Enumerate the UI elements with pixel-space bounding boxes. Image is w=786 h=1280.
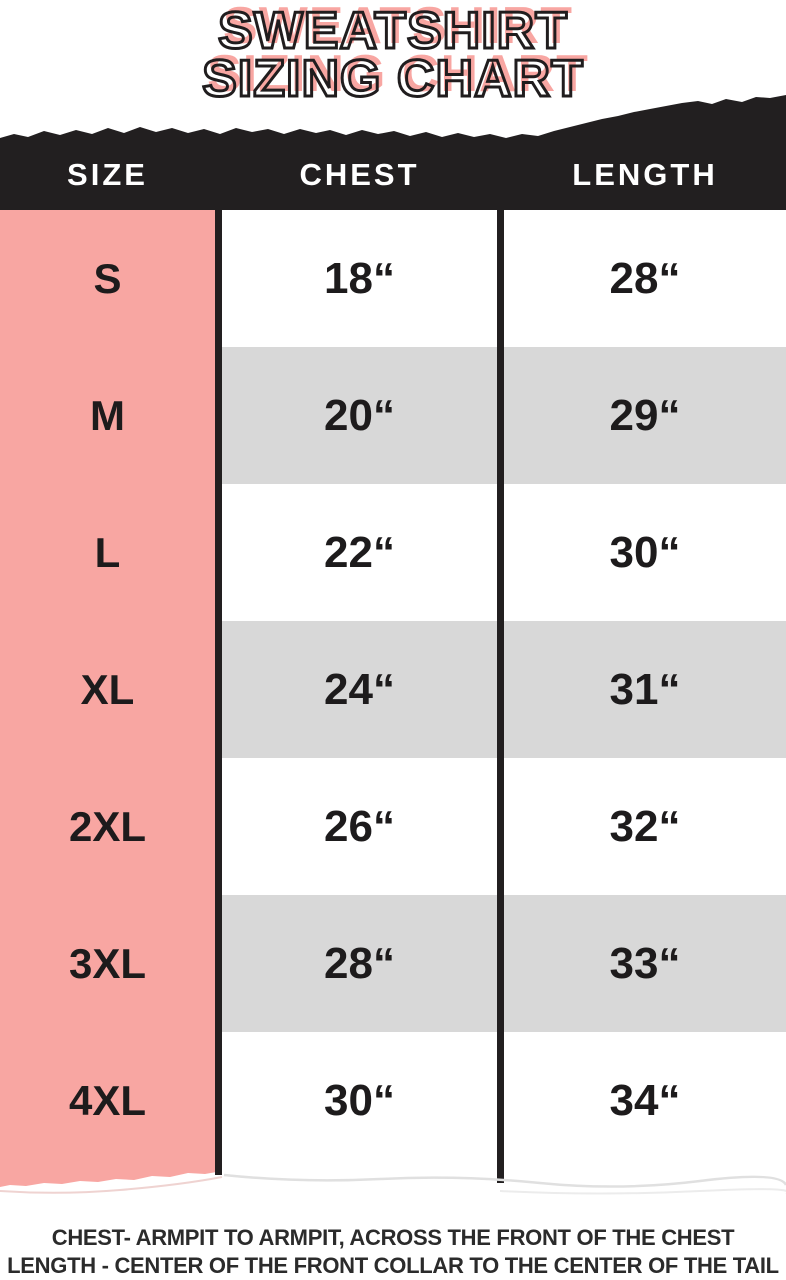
- size-cell: 4XL: [0, 1032, 215, 1169]
- chest-cell: 20“: [215, 347, 504, 484]
- length-cell: 33“: [504, 895, 786, 1032]
- title-outline-text: SWEATSHIRT: [217, 2, 569, 60]
- table-row: 4XL 30“ 34“: [0, 1032, 786, 1169]
- table-row: 3XL 28“ 33“: [0, 895, 786, 1032]
- title-fill-text: SIZING CHART: [207, 45, 589, 103]
- page-title-line2: SIZING CHART SIZING CHART: [0, 48, 786, 110]
- table-row: S 18“ 28“: [0, 210, 786, 347]
- size-cell: M: [0, 347, 215, 484]
- table-row: M 20“ 29“: [0, 347, 786, 484]
- length-cell: 31“: [504, 621, 786, 758]
- chest-cell: 30“: [215, 1032, 504, 1169]
- column-header-chest: CHEST: [299, 157, 420, 192]
- torn-paper-edge-bottom: [0, 1169, 786, 1195]
- column-header-size: SIZE: [67, 157, 148, 192]
- column-header-length: LENGTH: [572, 157, 718, 192]
- chest-cell: 24“: [215, 621, 504, 758]
- table-row: L 22“ 30“: [0, 484, 786, 621]
- length-cell: 28“: [504, 210, 786, 347]
- table-row: XL 24“ 31“: [0, 621, 786, 758]
- size-cell: 3XL: [0, 895, 215, 1032]
- chest-cell: 28“: [215, 895, 504, 1032]
- title-fill-text: SWEATSHIRT: [223, 0, 573, 55]
- length-note: LENGTH - CENTER OF THE FRONT COLLAR TO T…: [7, 1253, 779, 1278]
- title-outline-text: SIZING CHART: [201, 50, 585, 108]
- size-cell: 2XL: [0, 758, 215, 895]
- chest-cell: 22“: [215, 484, 504, 621]
- chest-cell: 18“: [215, 210, 504, 347]
- size-cell: XL: [0, 621, 215, 758]
- chest-cell: 26“: [215, 758, 504, 895]
- measurement-notes: CHEST- ARMPIT TO ARMPIT, ACROSS THE FRON…: [0, 1224, 786, 1280]
- page-title-line1: SWEATSHIRT SWEATSHIRT: [0, 0, 786, 62]
- size-cell: S: [0, 210, 215, 347]
- torn-paper-edge-top: [0, 95, 786, 141]
- length-cell: 30“: [504, 484, 786, 621]
- table-row: 2XL 26“ 32“: [0, 758, 786, 895]
- sizing-table: S 18“ 28“ M 20“ 29“ L 22“ 30“ XL 24“ 31“…: [0, 210, 786, 1169]
- chest-note: CHEST- ARMPIT TO ARMPIT, ACROSS THE FRON…: [51, 1225, 735, 1250]
- table-header-row: SIZE CHEST LENGTH: [0, 140, 786, 210]
- size-cell: L: [0, 484, 215, 621]
- length-cell: 32“: [504, 758, 786, 895]
- length-cell: 29“: [504, 347, 786, 484]
- length-cell: 34“: [504, 1032, 786, 1169]
